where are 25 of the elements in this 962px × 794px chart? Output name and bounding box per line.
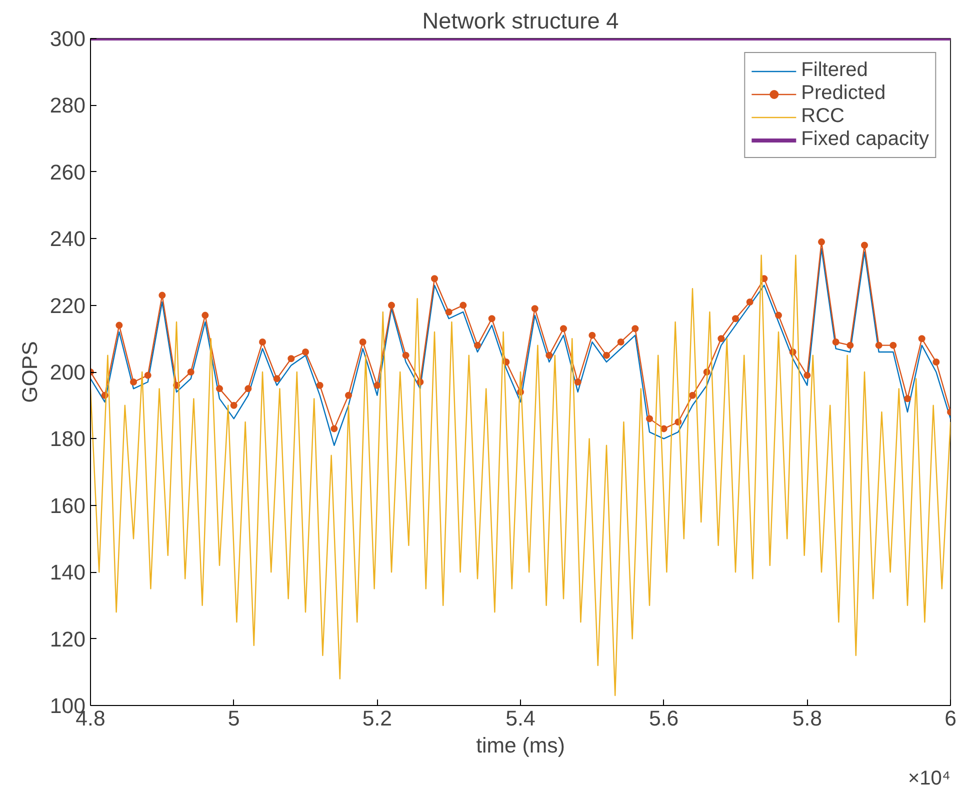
y-tick-label: 240 — [50, 227, 86, 252]
y-tick-label: 220 — [50, 294, 86, 318]
y-axis-title: GOPS — [18, 341, 42, 403]
y-tick-label: 160 — [50, 494, 86, 518]
chart-title: Network structure 4 — [422, 8, 619, 34]
x-tick-label: 5.4 — [506, 706, 536, 730]
y-tick-label: 200 — [50, 360, 86, 384]
x-tick-label: 6 — [944, 706, 956, 730]
x-tick-label: 5.8 — [792, 706, 822, 730]
line-series — [90, 254, 950, 696]
legend-label: Predicted — [801, 82, 886, 105]
text: ×10⁴ — [908, 768, 951, 790]
y-tick-label: 120 — [50, 627, 86, 652]
y-tick-label: 140 — [50, 560, 86, 585]
y-tick-label: 280 — [50, 94, 86, 118]
y-tick-label: 180 — [50, 427, 86, 452]
y-tick-label: 260 — [50, 160, 86, 184]
y-tick-label: 300 — [50, 27, 86, 51]
legend-label: Filtered — [801, 59, 868, 82]
x-tick-label: 5 — [228, 706, 240, 730]
x-tick-label: 5.6 — [649, 706, 679, 730]
legend-label: Fixed capacity — [801, 128, 929, 151]
x-axis-title: time (ms) — [476, 734, 565, 758]
x-tick-label: 5.2 — [362, 706, 392, 730]
legend-label: RCC — [801, 105, 844, 128]
